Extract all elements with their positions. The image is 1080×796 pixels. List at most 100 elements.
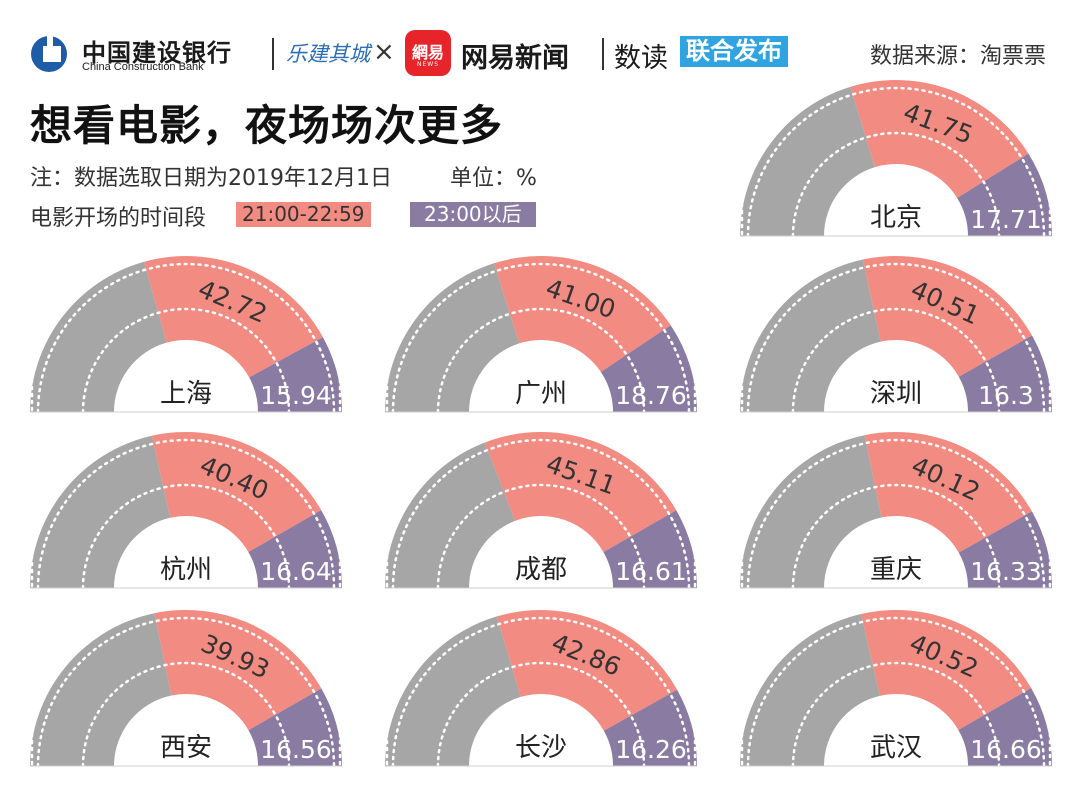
legend-item-after-2300: 23:00以后 xyxy=(410,202,536,227)
city-name: 长沙 xyxy=(515,733,567,763)
netease-logo-sub: NEWS xyxy=(416,61,440,68)
dotted-guide xyxy=(391,262,691,414)
dotted-guide xyxy=(391,438,691,590)
city-name: 重庆 xyxy=(870,555,922,585)
arc-after-2300 xyxy=(958,511,1052,588)
arc-after-2300 xyxy=(249,337,342,412)
arc-2100-2259 xyxy=(154,610,322,731)
dotted-guide xyxy=(36,616,336,768)
bank-name-cn: 中国建设银行 xyxy=(82,39,232,67)
arc-2100-2259 xyxy=(493,255,671,372)
arc-2100-2259 xyxy=(484,432,677,553)
arc-other xyxy=(740,259,881,412)
arc-other xyxy=(740,613,880,766)
dotted-guide xyxy=(746,262,1046,414)
value-label-after-2300: 16.66 xyxy=(970,735,1042,764)
arc-after-2300 xyxy=(958,335,1052,412)
city-name: 深圳 xyxy=(870,379,922,409)
arc-other xyxy=(740,435,882,588)
dotted-guide xyxy=(36,438,336,590)
value-label-after-2300: 16.33 xyxy=(970,557,1042,586)
shudu-brand: 数读 xyxy=(614,43,668,74)
value-label-after-2300: 16.26 xyxy=(615,735,687,764)
dotted-guide xyxy=(746,438,1046,590)
arc-after-2300 xyxy=(600,325,697,412)
arc-2100-2259 xyxy=(861,610,1032,731)
arc-after-2300 xyxy=(248,688,342,766)
cross-symbol: × xyxy=(373,37,395,67)
header-divider xyxy=(272,38,274,70)
dotted-guide xyxy=(791,483,1001,590)
joint-release-badge: 联合发布 xyxy=(680,36,788,67)
page-title: 想看电影，夜场场次更多 xyxy=(30,101,504,150)
arc-other xyxy=(30,435,171,588)
dotted-guide xyxy=(436,307,646,414)
legend-item-2100-2259: 21:00-22:59 xyxy=(236,202,371,227)
bank-name-en: China Construction Bank xyxy=(82,61,204,73)
arc-2100-2259 xyxy=(151,431,322,553)
city-name: 成都 xyxy=(515,555,567,585)
dotted-guide xyxy=(81,307,291,414)
dotted-guide xyxy=(436,661,646,768)
dotted-guide xyxy=(746,86,1046,238)
arc-2100-2259 xyxy=(496,610,678,731)
city-name: 西安 xyxy=(160,733,212,763)
arc-after-2300 xyxy=(957,153,1052,236)
dotted-guide xyxy=(791,661,1001,768)
netease-logo-icon: 網易 NEWS xyxy=(405,30,451,76)
arc-other xyxy=(385,616,521,766)
city-name: 上海 xyxy=(160,379,212,409)
arc-2100-2259 xyxy=(850,80,1029,198)
arc-2100-2259 xyxy=(862,255,1032,377)
arc-other xyxy=(30,261,167,412)
value-label-after-2300: 16.61 xyxy=(615,557,687,586)
arc-other xyxy=(385,442,516,588)
ccb-logo-icon xyxy=(31,36,67,72)
dotted-guide xyxy=(791,131,1001,238)
header-divider xyxy=(602,38,604,70)
value-label-after-2300: 15.94 xyxy=(260,381,332,410)
city-name: 北京 xyxy=(870,203,922,233)
value-label-after-2300: 17.71 xyxy=(970,205,1042,234)
dotted-guide xyxy=(791,307,1001,414)
arc-other xyxy=(740,86,875,236)
dotted-guide xyxy=(81,483,291,590)
partner-brand: 乐建其城 xyxy=(286,42,370,66)
data-source: 数据来源：淘票票 xyxy=(869,44,1046,69)
unit-note: 单位：% xyxy=(450,166,537,191)
city-name: 武汉 xyxy=(870,733,922,763)
city-name: 广州 xyxy=(515,379,567,409)
header: 中国建设银行 China Construction Bank 乐建其城 × 網易… xyxy=(0,0,1080,84)
netease-news-brand: 网易新闻 xyxy=(461,43,569,74)
value-label-after-2300: 16.3 xyxy=(978,381,1034,410)
dotted-guide xyxy=(391,616,691,768)
dotted-guide xyxy=(436,483,646,590)
arc-after-2300 xyxy=(958,688,1052,766)
dotted-guide xyxy=(746,616,1046,768)
arc-other xyxy=(385,263,520,412)
dotted-guide xyxy=(36,262,336,414)
arc-2100-2259 xyxy=(864,432,1032,553)
legend-label: 电影开场的时间段 xyxy=(30,206,207,231)
netease-logo-text: 網易 xyxy=(411,43,444,62)
dotted-guide xyxy=(81,661,291,768)
value-label-after-2300: 16.56 xyxy=(260,735,332,764)
value-label-after-2300: 16.64 xyxy=(260,557,332,586)
value-label-after-2300: 18.76 xyxy=(615,381,687,410)
arc-after-2300 xyxy=(248,510,342,588)
city-name: 杭州 xyxy=(160,555,212,585)
arc-other xyxy=(30,613,172,766)
date-note: 注：数据选取日期为2019年12月1日 xyxy=(30,166,392,191)
arc-after-2300 xyxy=(603,689,697,766)
